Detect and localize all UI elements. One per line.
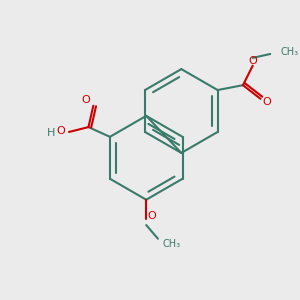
Text: CH₃: CH₃ (280, 47, 298, 57)
Text: O: O (248, 56, 257, 66)
Text: O: O (262, 97, 271, 107)
Text: CH₃: CH₃ (163, 238, 181, 249)
Text: O: O (56, 126, 65, 136)
Text: O: O (81, 95, 90, 105)
Text: O: O (148, 211, 156, 221)
Text: H: H (47, 128, 55, 138)
